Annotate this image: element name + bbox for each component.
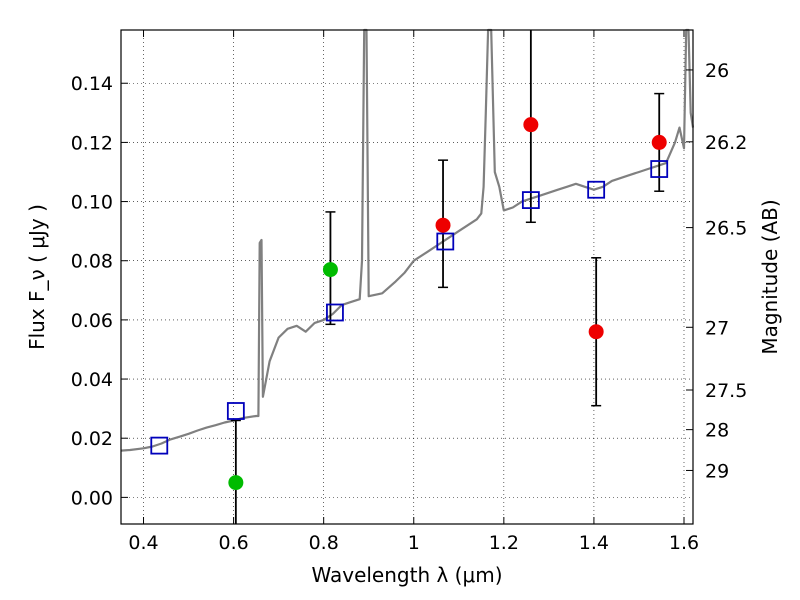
x-tick-label: 1.4 — [579, 532, 609, 554]
y2-tick-label: 27.5 — [705, 380, 747, 402]
y2-tick-label: 26.5 — [705, 218, 747, 240]
y-tick-label: 0.10 — [71, 192, 113, 214]
plot-frame — [120, 29, 694, 525]
y2-tick-label: 26.2 — [705, 132, 747, 154]
red-observed-point — [523, 117, 539, 133]
red-observed-point — [651, 134, 667, 150]
model-photometry-square — [587, 180, 606, 199]
x-tick-label: 1 — [408, 532, 420, 554]
y-tick-label: 0.06 — [71, 310, 113, 332]
y-tick-label: 0.14 — [71, 73, 113, 95]
tick-labels: 0.4 0.6 0.8 1 1.2 1.4 1.6 0.00 0.02 0.04 0.06 0.08 0… — [71, 60, 748, 554]
model-photometry-square — [226, 402, 245, 420]
y-tick-label: 0.12 — [71, 132, 113, 154]
x-tick-label: 1.2 — [489, 532, 519, 554]
model-photometry-square — [326, 303, 344, 322]
y2-tick-label: 28 — [705, 420, 729, 442]
model-photometry-square — [521, 191, 540, 209]
y-tick-label: 0.00 — [71, 487, 113, 509]
y2-tick-label: 27 — [705, 317, 729, 339]
y2-axis-label: Magnitude (AB) — [758, 199, 782, 354]
grid — [121, 30, 693, 524]
green-observed-point — [228, 475, 244, 491]
data-markers — [150, 117, 669, 491]
y-axis-label: Flux F_ν ( μJy ) — [25, 204, 49, 350]
plot-background — [121, 30, 693, 524]
x-tick-label: 0.8 — [309, 532, 339, 554]
model-photometry-square — [150, 436, 169, 455]
y2-tick-label: 26 — [705, 60, 729, 82]
red-observed-point — [435, 217, 451, 233]
model-photometry-square — [650, 160, 669, 178]
green-observed-point — [322, 262, 338, 278]
y-tick-label: 0.08 — [71, 251, 113, 273]
x-tick-label: 1.6 — [669, 532, 699, 554]
x-tick-label: 0.6 — [218, 532, 248, 554]
ticks — [121, 30, 693, 524]
y2-tick-label: 29 — [705, 460, 729, 482]
red-observed-point — [588, 324, 604, 340]
x-axis-label: Wavelength λ (μm) — [311, 563, 502, 587]
y-tick-label: 0.02 — [71, 428, 113, 450]
y-tick-label: 0.04 — [71, 369, 113, 391]
model-photometry-square — [436, 232, 455, 251]
x-tick-label: 0.4 — [128, 532, 158, 554]
